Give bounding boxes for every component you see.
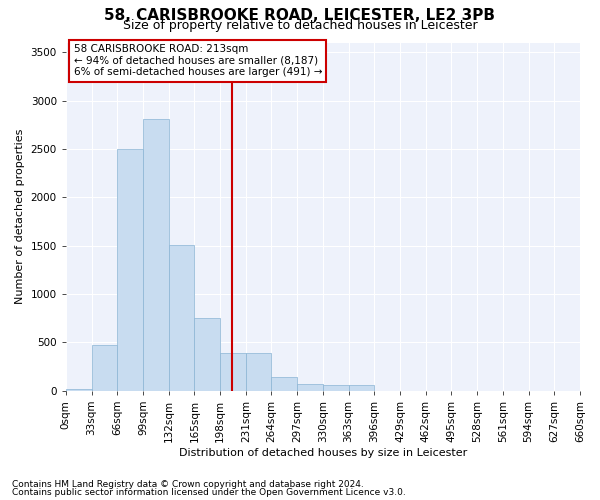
Bar: [169, 244, 194, 391]
Bar: [271, 377, 297, 391]
Text: 58, CARISBROOKE ROAD, LEICESTER, LE2 3PB: 58, CARISBROOKE ROAD, LEICESTER, LE2 3PB: [104, 8, 496, 22]
Bar: [323, 386, 349, 391]
Bar: [117, 149, 143, 391]
Bar: [220, 353, 246, 391]
Text: 58 CARISBROOKE ROAD: 213sqm
← 94% of detached houses are smaller (8,187)
6% of s: 58 CARISBROOKE ROAD: 213sqm ← 94% of det…: [74, 44, 322, 78]
Bar: [66, 389, 92, 391]
Bar: [246, 353, 271, 391]
Bar: [297, 384, 323, 391]
Text: Contains public sector information licensed under the Open Government Licence v3: Contains public sector information licen…: [12, 488, 406, 497]
Y-axis label: Number of detached properties: Number of detached properties: [15, 129, 25, 304]
Bar: [143, 119, 169, 391]
Text: Contains HM Land Registry data © Crown copyright and database right 2024.: Contains HM Land Registry data © Crown c…: [12, 480, 364, 489]
Bar: [349, 386, 374, 391]
Bar: [194, 318, 220, 391]
Bar: [92, 346, 117, 391]
Text: Size of property relative to detached houses in Leicester: Size of property relative to detached ho…: [122, 19, 478, 32]
X-axis label: Distribution of detached houses by size in Leicester: Distribution of detached houses by size …: [179, 448, 467, 458]
